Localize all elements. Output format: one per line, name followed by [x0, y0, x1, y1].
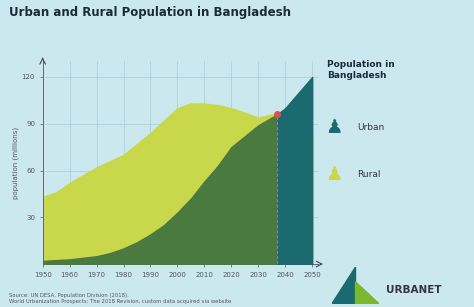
Text: Population in
Bangladesh: Population in Bangladesh	[327, 60, 395, 80]
Polygon shape	[332, 267, 356, 304]
Y-axis label: population (millions): population (millions)	[12, 127, 19, 199]
Text: Source: UN DESA, Population Division (2018).
World Urbanization Prospects: The 2: Source: UN DESA, Population Division (20…	[9, 293, 232, 304]
Text: URBANET: URBANET	[386, 285, 442, 295]
Text: year: year	[331, 276, 348, 285]
Polygon shape	[356, 282, 379, 304]
Text: Urban and Rural Population in Bangladesh: Urban and Rural Population in Bangladesh	[9, 6, 292, 19]
Text: Urban: Urban	[357, 122, 384, 132]
Text: ♟: ♟	[325, 165, 343, 185]
Text: ♟: ♟	[325, 118, 343, 137]
Text: Rural: Rural	[357, 170, 381, 180]
